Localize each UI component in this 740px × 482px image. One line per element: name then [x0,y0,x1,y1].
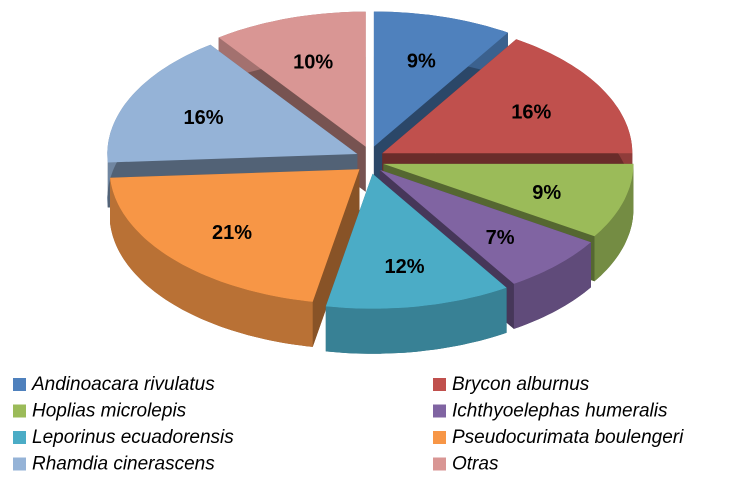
legend-label: Hoplias microlepis [32,401,187,422]
legend-swatch [13,457,26,471]
data-label: 9% [532,182,561,204]
data-label: 9% [407,51,436,73]
data-label: 16% [511,101,551,123]
data-label: 12% [384,256,424,278]
legend-swatch [433,378,446,391]
slice-side [513,242,591,329]
legend-swatch [433,431,446,444]
data-label: 10% [293,52,333,74]
legend-swatch [13,404,26,418]
slice-side [594,163,634,282]
slice-side [325,287,507,354]
legend-swatch [433,404,446,418]
data-label: 16% [183,107,223,129]
legend-label: Rhamdia cinerascens [32,454,215,475]
legend-label: Andinoacara rivulatus [31,374,215,395]
data-label: 21% [212,222,252,244]
slice [218,11,366,147]
legend-swatch [13,378,26,391]
slice-side [110,177,313,347]
legend-label: Brycon alburnus [452,374,590,395]
slice [379,169,591,284]
slice [107,44,358,163]
legend-label: Ichthyoelephas humeralis [452,401,668,422]
slice [325,173,507,309]
legend-label: Pseudocurimata boulengeri [452,427,684,448]
legend-label: Leporinus ecuadorensis [32,427,234,448]
slice [382,39,633,154]
slice [110,169,360,302]
legend-swatch [433,457,446,471]
slice [373,11,508,147]
slice [383,163,634,237]
legend-label: Otras [452,454,499,475]
legend-swatch [13,431,26,444]
data-label: 7% [486,227,515,249]
